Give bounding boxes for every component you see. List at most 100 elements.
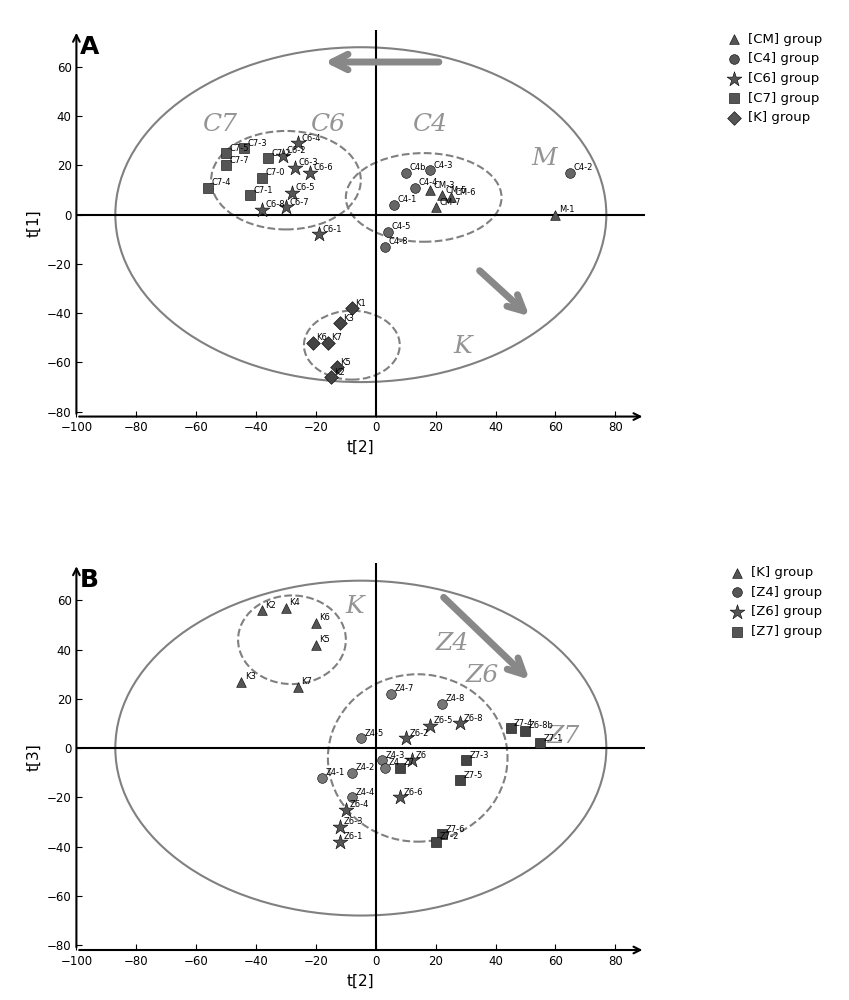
Text: Z6-5: Z6-5 <box>433 716 453 725</box>
Y-axis label: t[1]: t[1] <box>26 209 42 237</box>
Text: Z6: Z6 <box>465 664 499 687</box>
Text: C6-2: C6-2 <box>287 146 306 155</box>
Text: K5: K5 <box>319 635 330 644</box>
Point <box>312 226 326 242</box>
Point <box>405 752 419 768</box>
Text: K2: K2 <box>266 601 277 610</box>
Text: Z7-2: Z7-2 <box>439 832 458 841</box>
Text: C4-8: C4-8 <box>388 237 408 246</box>
Text: Z4-2: Z4-2 <box>356 763 374 772</box>
Point <box>291 135 305 151</box>
Text: Z6-4: Z6-4 <box>350 800 368 809</box>
Point <box>285 185 299 201</box>
Text: C6-5: C6-5 <box>295 183 315 192</box>
Text: Z4: Z4 <box>436 632 469 655</box>
Point <box>256 202 269 218</box>
Point <box>201 180 215 196</box>
Text: Z6-8b: Z6-8b <box>529 721 554 730</box>
Point <box>378 239 391 255</box>
Text: Z4-3: Z4-3 <box>385 751 405 760</box>
Point <box>261 150 275 166</box>
Point <box>387 197 401 213</box>
X-axis label: t[2]: t[2] <box>347 440 374 455</box>
Legend: [CM] group, [C4] group, [C6] group, [C7] group, [K] group: [CM] group, [C4] group, [C6] group, [C7]… <box>722 29 826 128</box>
Text: K5: K5 <box>340 358 351 367</box>
Text: Z4: Z4 <box>388 758 399 767</box>
Point <box>321 335 335 351</box>
Text: CM-3: CM-3 <box>433 181 455 190</box>
Point <box>503 720 517 736</box>
Point <box>276 148 290 164</box>
Point <box>435 826 448 842</box>
Point <box>309 637 323 653</box>
Point <box>256 602 269 618</box>
Text: C6-4: C6-4 <box>301 134 321 143</box>
Point <box>309 615 323 631</box>
Legend: [K] group, [Z4] group, [Z6] group, [Z7] group: [K] group, [Z4] group, [Z6] group, [Z7] … <box>725 562 826 642</box>
Point <box>354 730 368 746</box>
Point <box>381 224 395 240</box>
Point <box>345 789 358 805</box>
Point <box>279 600 293 616</box>
Text: K1: K1 <box>356 299 366 308</box>
Point <box>279 199 293 215</box>
Text: C7: C7 <box>202 113 237 136</box>
Text: K4: K4 <box>290 598 301 607</box>
Text: A: A <box>80 35 98 59</box>
Point <box>435 187 448 203</box>
Point <box>408 180 421 196</box>
Text: C4b: C4b <box>409 163 426 172</box>
Text: Z6: Z6 <box>415 751 426 760</box>
Text: C7-5: C7-5 <box>230 144 250 153</box>
Text: Z6-6: Z6-6 <box>403 788 423 797</box>
Point <box>423 182 436 198</box>
Point <box>453 715 466 731</box>
Point <box>519 723 532 739</box>
Text: Z4-5: Z4-5 <box>364 729 384 738</box>
Point <box>288 160 301 176</box>
Point <box>423 718 436 734</box>
Point <box>324 369 338 385</box>
Text: CM-6: CM-6 <box>454 188 475 197</box>
Text: Z4-8: Z4-8 <box>445 694 464 703</box>
Point <box>219 145 233 161</box>
Text: Z7-3: Z7-3 <box>469 751 489 760</box>
Point <box>423 162 436 178</box>
Point <box>458 752 472 768</box>
Text: C4-5: C4-5 <box>391 222 411 231</box>
Point <box>384 686 397 702</box>
Point <box>333 834 346 850</box>
Text: K: K <box>453 335 472 358</box>
Point <box>330 359 344 375</box>
Point <box>237 140 250 156</box>
Point <box>429 834 442 850</box>
Text: K7: K7 <box>331 333 342 342</box>
Text: CM-7: CM-7 <box>439 198 461 207</box>
Text: C7-7: C7-7 <box>230 156 250 165</box>
Text: C7-4: C7-4 <box>211 178 231 187</box>
Text: K7: K7 <box>301 677 312 686</box>
Point <box>393 760 407 776</box>
Text: C4-1: C4-1 <box>397 195 417 204</box>
Text: K3: K3 <box>344 314 354 323</box>
Point <box>345 300 358 316</box>
Point <box>399 730 413 746</box>
Point <box>256 170 269 186</box>
Point <box>399 165 413 181</box>
Text: Z7: Z7 <box>403 758 414 767</box>
Text: K6: K6 <box>319 613 330 622</box>
Point <box>435 696 448 712</box>
Text: Z6-2: Z6-2 <box>409 729 429 738</box>
Text: C7-1: C7-1 <box>254 186 273 195</box>
Text: Z7-4: Z7-4 <box>514 719 533 728</box>
Text: Z6-1: Z6-1 <box>344 832 363 841</box>
Text: K3: K3 <box>245 672 256 681</box>
Point <box>244 187 257 203</box>
Point <box>333 819 346 835</box>
Point <box>291 679 305 695</box>
Point <box>345 765 358 781</box>
Text: M: M <box>531 147 557 170</box>
Text: Z7: Z7 <box>547 725 580 748</box>
Text: Z6-3: Z6-3 <box>344 817 363 826</box>
Text: C6: C6 <box>310 113 345 136</box>
